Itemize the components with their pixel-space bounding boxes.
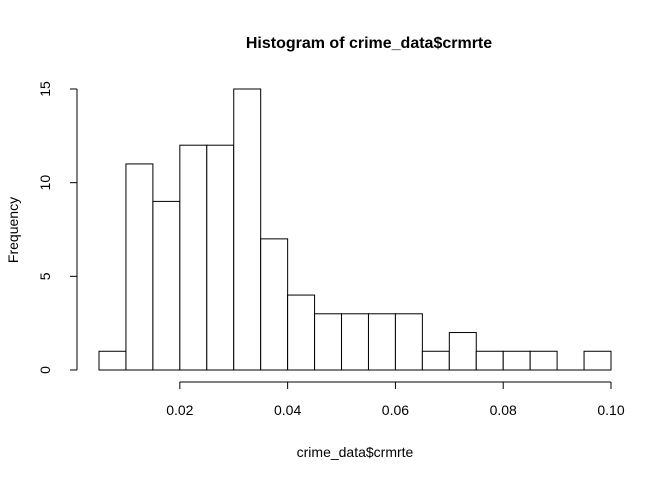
histogram-bar [421, 350, 450, 371]
histogram-bar [233, 88, 262, 371]
x-tick-label: 0.02 [166, 402, 193, 418]
histogram-bar [448, 332, 477, 371]
histogram-bar [529, 350, 558, 371]
x-tick-label: 0.08 [490, 402, 517, 418]
histogram-bar [394, 313, 423, 371]
histogram-bar [125, 163, 154, 371]
histogram-bar [341, 313, 369, 371]
histogram-bar [314, 313, 343, 371]
y-tick-label: 0 [37, 366, 53, 374]
chart-title: Histogram of crime_data$crmrte [246, 35, 492, 52]
y-tick-label: 15 [37, 81, 53, 97]
bars-group [98, 88, 612, 371]
histogram-bar [367, 313, 396, 371]
histogram-bar [502, 350, 531, 371]
histogram-bar [98, 350, 127, 371]
x-axis: 0.02 0.04 0.06 0.08 0.10 [166, 381, 625, 418]
histogram-bar [583, 350, 612, 371]
histogram-bar [475, 350, 504, 371]
y-tick-label: 5 [37, 272, 53, 280]
y-tick-label: 10 [37, 175, 53, 191]
x-tick-label: 0.04 [274, 402, 301, 418]
histogram-bar [287, 294, 316, 371]
histogram-bar [152, 200, 181, 371]
x-tick-label: 0.06 [382, 402, 409, 418]
y-axis: 0 5 10 15 [37, 81, 78, 374]
x-tick-label: 0.10 [597, 402, 624, 418]
y-axis-label: Frequency [5, 197, 21, 263]
histogram-bar [260, 238, 289, 371]
histogram-bar [179, 144, 208, 371]
x-axis-label: crime_data$crmrte [297, 444, 414, 460]
histogram-bar [206, 144, 235, 371]
